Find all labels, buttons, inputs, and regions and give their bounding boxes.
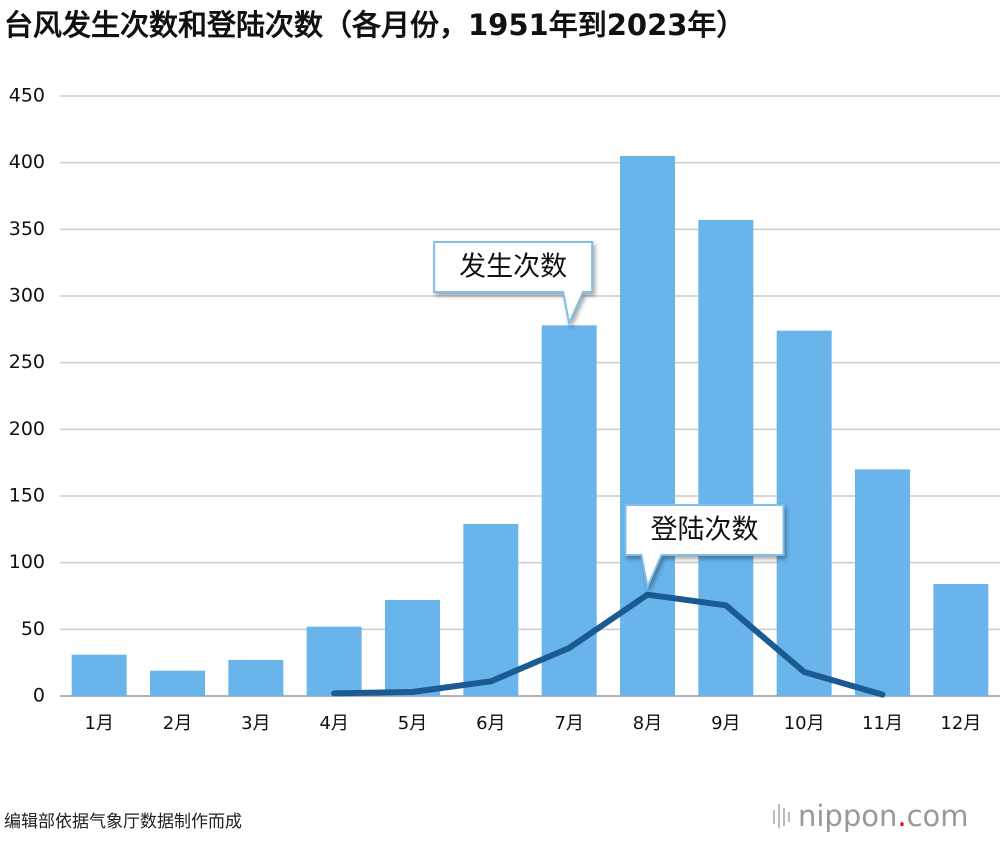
logo-text: nippon.com: [798, 799, 969, 833]
x-tick-label: 3月: [241, 713, 270, 734]
y-tick-label: 50: [21, 618, 45, 640]
y-tick-label: 250: [9, 351, 45, 373]
bar: [385, 600, 440, 696]
bar: [776, 330, 832, 696]
x-tick-label: 7月: [554, 713, 583, 734]
bar: [71, 654, 127, 696]
x-tick-label: 10月: [784, 713, 825, 734]
bar: [150, 670, 205, 696]
y-tick-label: 450: [9, 85, 45, 107]
logo-icon: [773, 810, 775, 824]
x-tick-label: 4月: [319, 713, 348, 734]
y-tick-label: 150: [9, 485, 45, 507]
y-tick-label: 0: [33, 685, 45, 707]
y-tick-label: 200: [9, 418, 45, 440]
bar: [855, 469, 910, 696]
source-note: 编辑部依据气象厅数据制作而成: [4, 812, 242, 832]
y-tick-label: 300: [9, 285, 45, 307]
x-tick-label: 12月: [940, 713, 981, 734]
chart-title: 台风发生次数和登陆次数（各月份，1951年到2023年）: [4, 8, 745, 42]
y-tick-label: 100: [9, 551, 45, 573]
bar: [620, 156, 675, 696]
bar: [541, 325, 597, 696]
x-tick-label: 11月: [862, 713, 903, 734]
logo-dot: .: [897, 799, 906, 833]
logo-name: nippon: [798, 799, 897, 833]
x-tick-label: 1月: [84, 713, 113, 734]
legend-label: 登陆次数: [651, 515, 759, 546]
y-tick-label: 350: [9, 218, 45, 240]
bar: [228, 660, 284, 696]
legend-callout: 登陆次数: [624, 504, 785, 591]
x-tick-label: 8月: [633, 713, 662, 734]
bar: [933, 584, 989, 696]
bar: [306, 626, 362, 696]
x-tick-label: 2月: [163, 713, 192, 734]
x-tick-label: 5月: [398, 713, 427, 734]
x-tick-label: 6月: [476, 713, 505, 734]
logo-tld: com: [907, 799, 969, 833]
logo-icon: [788, 812, 790, 822]
y-tick-label: 400: [9, 151, 45, 173]
line: [331, 591, 886, 698]
legend-label: 发生次数: [459, 252, 567, 283]
x-tick-label: 9月: [711, 713, 740, 734]
logo: nippon.com: [773, 799, 969, 833]
legend-callout: 发生次数: [433, 241, 594, 327]
logo-icon: [783, 808, 785, 826]
callout-box: [624, 504, 785, 591]
logo-icon: [778, 804, 780, 828]
bar: [698, 220, 754, 696]
bar: [463, 524, 519, 696]
callout-box: [433, 241, 594, 327]
